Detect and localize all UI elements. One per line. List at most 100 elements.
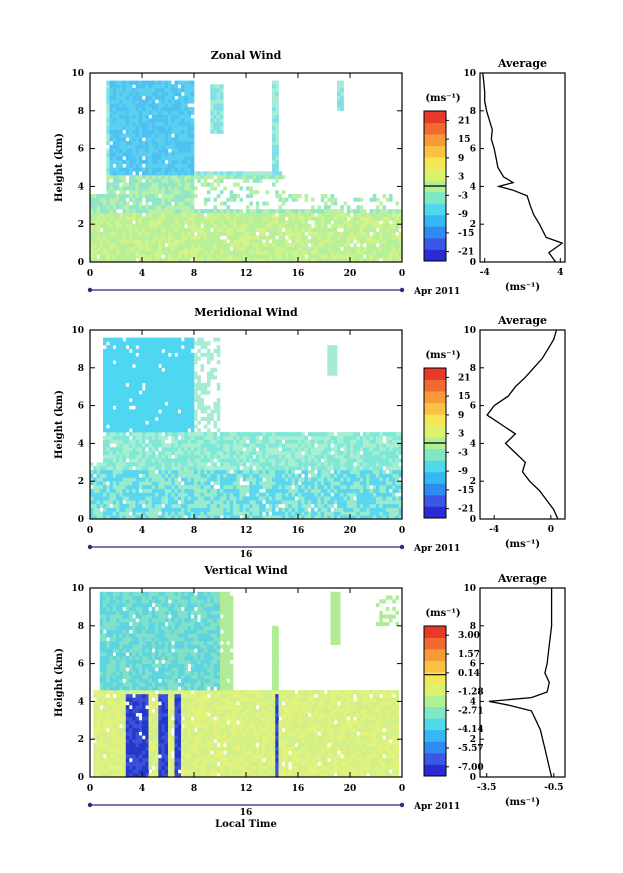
- field-cell: [233, 492, 237, 497]
- field-cell: [197, 496, 201, 501]
- field-cell: [220, 231, 224, 236]
- field-cell: [135, 250, 140, 255]
- field-cell: [314, 447, 318, 452]
- field-cell: [177, 80, 182, 85]
- field-cell: [158, 212, 162, 217]
- field-cell: [343, 246, 348, 251]
- field-cell: [275, 159, 279, 164]
- field-cell: [106, 194, 110, 199]
- field-cell: [181, 190, 185, 195]
- field-cell: [181, 194, 185, 199]
- field-cell: [278, 250, 283, 255]
- field-cell: [168, 364, 172, 369]
- field-cell: [171, 401, 175, 406]
- field-cell: [200, 398, 205, 403]
- field-cell: [164, 175, 169, 180]
- field-cell: [148, 125, 153, 130]
- field-cell: [197, 212, 201, 217]
- field-cell: [207, 197, 211, 202]
- field-cell: [164, 466, 169, 471]
- field-cell: [158, 201, 162, 206]
- field-cell: [252, 220, 257, 225]
- field-cell: [155, 201, 159, 206]
- field-cell: [200, 175, 205, 180]
- field-cell: [171, 443, 175, 448]
- field-cell: [164, 178, 169, 183]
- field-cell: [327, 488, 331, 493]
- field-cell: [252, 235, 257, 240]
- field-cell: [155, 420, 159, 425]
- field-cell: [151, 254, 156, 259]
- field-cell: [122, 439, 127, 444]
- field-cell: [346, 239, 351, 244]
- field-cell: [272, 175, 276, 180]
- field-cell: [168, 209, 172, 214]
- field-cell: [259, 171, 263, 176]
- field-cell: [363, 224, 367, 229]
- field-cell: [272, 250, 276, 255]
- field-cell: [304, 258, 309, 263]
- field-cell: [135, 473, 140, 478]
- field-cell: [151, 114, 156, 119]
- field-cell: [90, 492, 94, 497]
- field-cell: [242, 503, 247, 508]
- field-cell: [116, 394, 120, 399]
- field-cell: [184, 435, 188, 440]
- field-cell: [203, 477, 208, 482]
- field-cell: [103, 197, 107, 202]
- field-cell: [142, 451, 146, 456]
- field-cell: [135, 129, 140, 134]
- field-cell: [132, 250, 136, 255]
- field-cell: [262, 507, 266, 512]
- field-cell: [190, 398, 195, 403]
- field-cell: [350, 239, 354, 244]
- field-cell: [213, 454, 218, 459]
- field-cell: [164, 409, 169, 414]
- field-cell: [122, 473, 127, 478]
- field-cell: [135, 137, 140, 142]
- field-cell: [194, 500, 198, 505]
- field-cell: [207, 224, 211, 229]
- field-cell: [213, 103, 218, 108]
- field-cell: [242, 231, 247, 236]
- field-cell: [203, 503, 208, 508]
- field-cell: [350, 258, 354, 263]
- field-cell: [138, 337, 143, 342]
- field-cell: [174, 125, 179, 130]
- field-cell: [187, 144, 192, 149]
- field-cell: [379, 250, 383, 255]
- field-cell: [353, 224, 357, 229]
- field-cell: [278, 175, 283, 180]
- field-cell: [155, 118, 159, 123]
- field-cell: [116, 178, 120, 183]
- field-cell: [200, 466, 205, 471]
- field-cell: [125, 209, 130, 214]
- field-cell: [389, 228, 393, 233]
- field-cell: [158, 469, 162, 474]
- field-cell: [333, 250, 338, 255]
- field-cell: [161, 424, 166, 429]
- field-cell: [320, 254, 325, 259]
- field-cell: [155, 110, 159, 115]
- field-cell: [190, 235, 195, 240]
- field-cell: [265, 447, 270, 452]
- field-cell: [119, 144, 123, 149]
- field-cell: [135, 159, 140, 164]
- field-cell: [93, 477, 97, 482]
- field-cell: [268, 473, 273, 478]
- field-cell: [366, 235, 370, 240]
- field-cell: [103, 507, 107, 512]
- field-cell: [116, 367, 120, 372]
- field-cell: [350, 216, 354, 221]
- field-cell: [249, 503, 253, 508]
- field-cell: [151, 107, 156, 112]
- field-cell: [203, 485, 208, 490]
- field-cell: [246, 235, 250, 240]
- field-cell: [164, 394, 169, 399]
- field-cell: [226, 481, 231, 486]
- field-cell: [213, 186, 218, 191]
- field-cell: [177, 345, 182, 350]
- field-cell: [385, 246, 390, 251]
- field-cell: [125, 439, 130, 444]
- field-cell: [158, 84, 162, 89]
